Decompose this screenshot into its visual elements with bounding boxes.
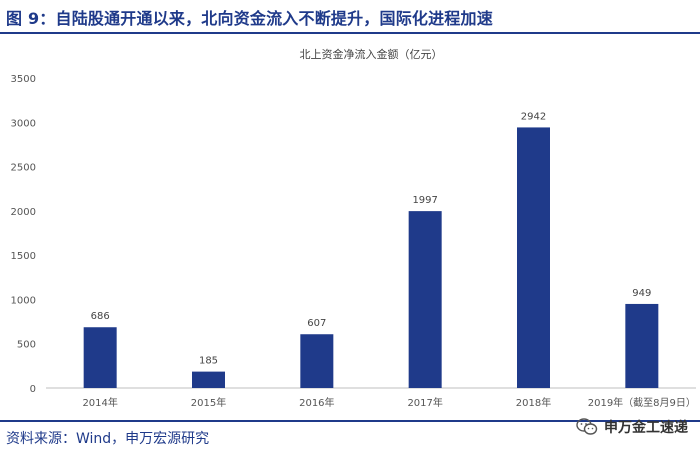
- bar: [408, 211, 442, 388]
- bar: [517, 127, 550, 389]
- chart-title: 北上资金净流入金额（亿元）: [300, 47, 443, 61]
- y-tick-label: 3000: [11, 118, 36, 129]
- bar: [300, 334, 334, 388]
- x-tick-label: 2015年: [191, 396, 226, 409]
- x-tick-label: 2018年: [516, 396, 551, 409]
- source-note: 资料来源：Wind，申万宏源研究: [6, 431, 210, 447]
- data-label: 949: [632, 288, 651, 299]
- data-label: 686: [91, 311, 110, 322]
- wechat-icon: [576, 418, 598, 435]
- x-tick-label: 2019年（截至8月9日）: [588, 396, 696, 409]
- y-tick-label: 3500: [11, 74, 36, 85]
- data-label: 607: [307, 318, 326, 329]
- figure-header: 图 9：自陆股通开通以来，北向资金流入不断提升，国际化进程加速: [0, 0, 700, 32]
- y-tick-label: 1500: [11, 251, 36, 262]
- data-label: 2942: [521, 111, 546, 122]
- x-tick-label: 2016年: [299, 396, 334, 409]
- bar: [625, 303, 659, 388]
- x-tick-label: 2014年: [82, 396, 117, 409]
- y-tick-label: 2500: [11, 163, 36, 174]
- y-tick-label: 500: [17, 340, 36, 351]
- data-label: 185: [199, 356, 218, 367]
- watermark: 申万金工速递: [576, 416, 688, 438]
- data-label: 1997: [412, 195, 437, 206]
- y-tick-label: 2000: [11, 207, 36, 218]
- watermark-label: 申万金工速递: [604, 420, 688, 436]
- header-divider: [0, 32, 700, 34]
- y-tick-label: 1000: [11, 295, 36, 306]
- figure-title: 图 9：自陆股通开通以来，北向资金流入不断提升，国际化进程加速: [6, 9, 493, 28]
- y-tick-label: 0: [30, 384, 36, 395]
- bar-chart: 北上资金净流入金额（亿元） 0 500 1000 1500 2000 2500 3000 350…: [11, 47, 696, 409]
- x-tick-label: 2017年: [407, 396, 442, 409]
- bar: [83, 327, 117, 388]
- bar: [192, 371, 225, 388]
- footer-divider: [0, 420, 700, 422]
